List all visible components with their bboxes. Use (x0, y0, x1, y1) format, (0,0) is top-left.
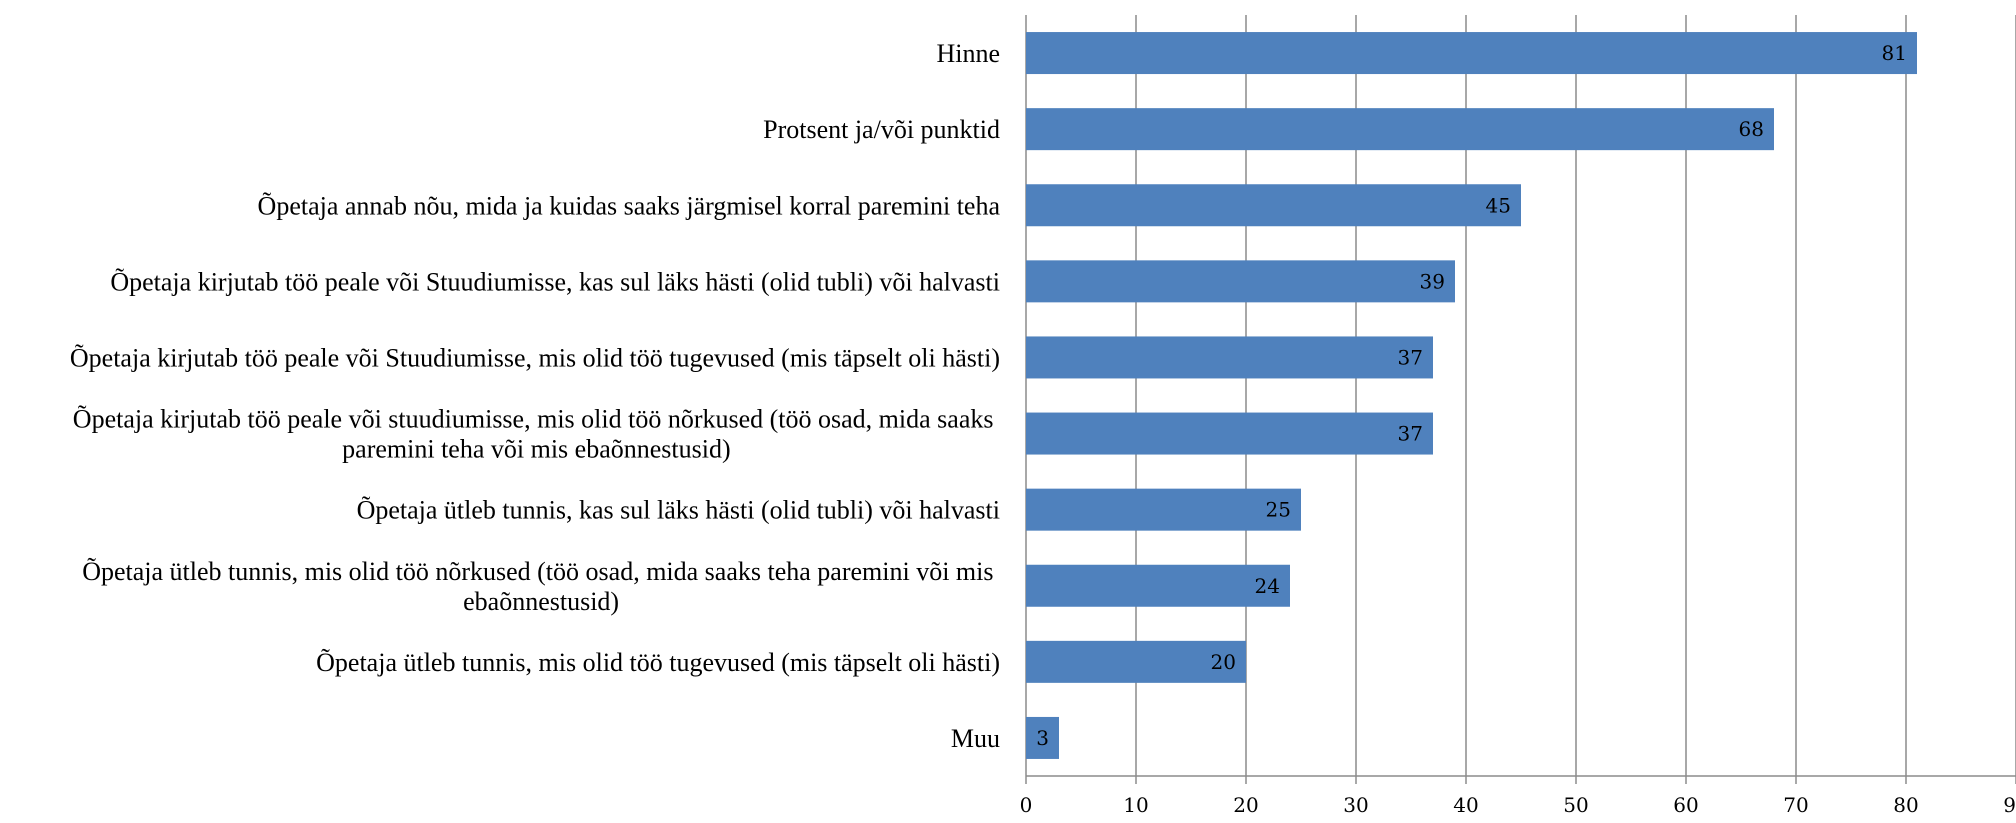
category-label: Õpetaja kirjutab töö peale või stuudiumi… (73, 405, 1000, 464)
bar (1026, 336, 1433, 379)
category-label: Õpetaja annab nõu, mida ja kuidas saaks … (258, 191, 1001, 220)
category-label: Õpetaja ütleb tunnis, kas sul läks hästi… (357, 496, 1000, 525)
x-tick-label: 10 (1123, 793, 1148, 817)
x-tick-label: 90 (2003, 793, 2016, 817)
category-label: Õpetaja kirjutab töö peale või Stuudiumi… (70, 343, 1000, 372)
bar (1026, 260, 1455, 303)
x-tick-label: 50 (1563, 793, 1588, 817)
bar (1026, 564, 1290, 607)
value-label: 81 (1882, 41, 1907, 65)
category-label: Protsent ja/või punktid (763, 115, 1000, 144)
x-tick-label: 60 (1673, 793, 1698, 817)
bar (1026, 488, 1301, 531)
x-tick-label: 20 (1233, 793, 1258, 817)
x-tick-label: 80 (1893, 793, 1918, 817)
bar (1026, 716, 1059, 759)
category-label: Muu (951, 724, 1000, 753)
bar (1026, 184, 1521, 227)
bar (1026, 640, 1246, 683)
value-label: 68 (1739, 117, 1764, 141)
bar (1026, 32, 1917, 75)
value-label: 45 (1486, 193, 1511, 217)
x-tick-label: 70 (1783, 793, 1808, 817)
category-label: Õpetaja kirjutab töö peale või Stuudiumi… (110, 267, 1000, 296)
value-label: 20 (1211, 650, 1236, 674)
value-label: 3 (1036, 726, 1049, 750)
category-label: Õpetaja ütleb tunnis, mis olid töö nõrku… (82, 557, 1000, 616)
x-tick-label: 40 (1453, 793, 1478, 817)
value-label: 39 (1420, 269, 1445, 293)
x-tick-label: 30 (1343, 793, 1368, 817)
bar (1026, 412, 1433, 455)
value-label: 37 (1398, 345, 1423, 369)
category-label: Hinne (936, 39, 1000, 68)
value-label: 25 (1266, 498, 1291, 522)
category-label: Õpetaja ütleb tunnis, mis olid töö tugev… (316, 648, 1000, 677)
value-label: 24 (1255, 574, 1280, 598)
bar (1026, 108, 1774, 151)
value-label: 37 (1398, 422, 1423, 446)
x-tick-label: 0 (1020, 793, 1033, 817)
